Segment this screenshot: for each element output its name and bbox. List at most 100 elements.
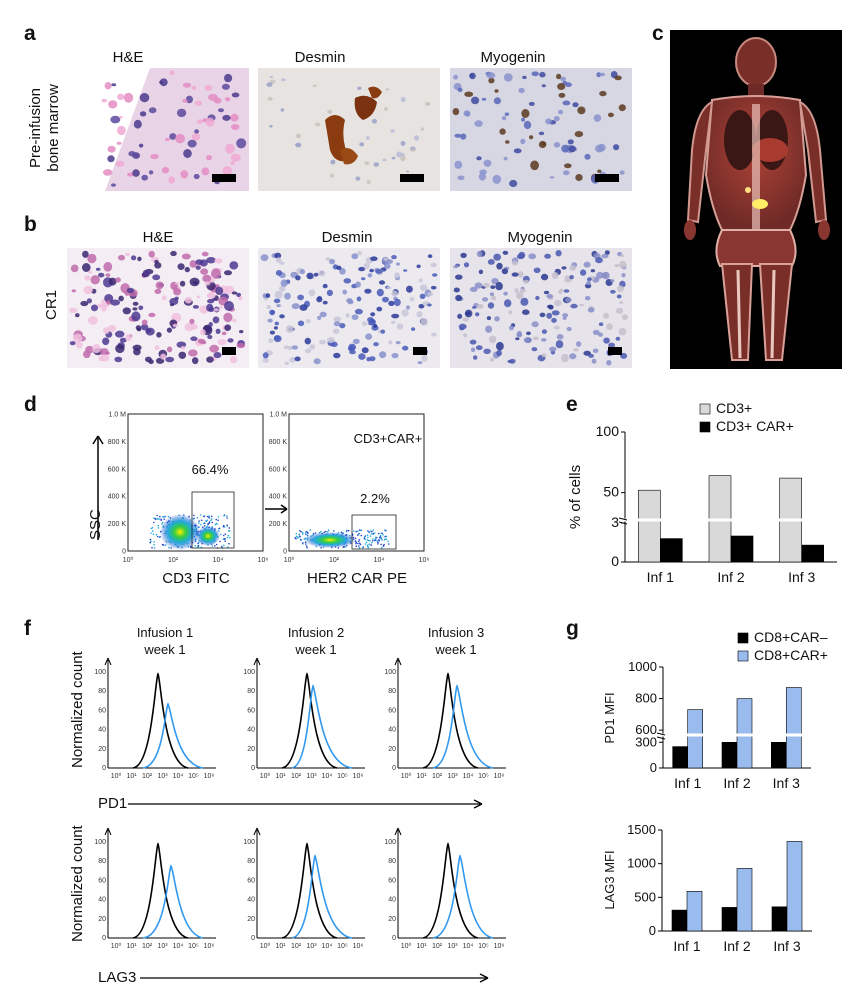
panel-b-title-desmin: Desmin bbox=[322, 229, 373, 246]
histogram-car-neg bbox=[422, 672, 479, 769]
f-xtick: 10⁵ bbox=[337, 943, 348, 950]
f-ytick: 40 bbox=[388, 727, 396, 734]
f-col-title-line1: Infusion 2 bbox=[288, 625, 344, 640]
bar-CD8+CAR+ bbox=[687, 709, 704, 769]
y-tick-label: 100 bbox=[596, 423, 620, 439]
f-xtick: 10⁰ bbox=[111, 772, 122, 780]
f-col-title-line1: Infusion 1 bbox=[137, 625, 193, 640]
panel-label-a: a bbox=[24, 22, 36, 45]
f-xtick: 10¹ bbox=[275, 943, 286, 950]
histogram-car-neg bbox=[132, 842, 189, 939]
f-xtick: 10⁴ bbox=[322, 943, 333, 950]
f-xtick: 10⁴ bbox=[173, 943, 184, 950]
f-xtick: 10³ bbox=[447, 773, 458, 780]
bar-CD8+CAR– bbox=[771, 906, 788, 932]
d-ytick-right: 1.0 M bbox=[269, 412, 287, 419]
d-xtick: 10⁶ bbox=[258, 557, 269, 564]
micrograph-b-myogenin bbox=[450, 248, 632, 368]
bar-CD3+ CAR+ bbox=[730, 535, 754, 563]
x-tick-label: Inf 1 bbox=[673, 938, 700, 954]
f-xtick: 10⁶ bbox=[204, 773, 215, 780]
histogram-car-pos bbox=[142, 864, 204, 939]
panel-f-ylabel-top: Normalized count bbox=[69, 650, 86, 768]
legend-swatch bbox=[699, 421, 711, 433]
y-tick-label: 1000 bbox=[628, 659, 657, 674]
legend-swatch bbox=[699, 403, 711, 415]
f-xtick: 10³ bbox=[157, 943, 168, 950]
f-xtick: 10⁶ bbox=[494, 773, 505, 780]
panel-a-title-myogenin: Myogenin bbox=[480, 49, 545, 66]
f-xtick: 10³ bbox=[306, 943, 317, 950]
f-ytick: 80 bbox=[247, 688, 255, 695]
f-ytick: 60 bbox=[388, 877, 396, 884]
gate-cd3 bbox=[191, 491, 235, 549]
d-ytick-left: 0 bbox=[122, 549, 126, 556]
bar-CD8+CAR– bbox=[671, 909, 688, 932]
bar-CD8+CAR– bbox=[672, 746, 689, 769]
micrograph-a-he bbox=[67, 68, 249, 191]
f-ytick: 40 bbox=[247, 727, 255, 734]
bar-CD8+CAR+ bbox=[736, 698, 753, 769]
d-ytick-right: 600 K bbox=[269, 466, 288, 473]
panel-label-d: d bbox=[24, 393, 37, 416]
x-tick-label: Inf 3 bbox=[788, 569, 815, 585]
f-xtick: 10⁵ bbox=[478, 773, 489, 780]
panel-a-row-label-2: bone marrow bbox=[45, 84, 62, 172]
y-tick-label: 500 bbox=[634, 889, 656, 904]
f-ytick: 60 bbox=[247, 877, 255, 884]
y-tick-label: 0 bbox=[611, 553, 619, 569]
panel-a-title-desmin: Desmin bbox=[295, 49, 346, 66]
panel-a-row-label-1: Pre-infusion bbox=[27, 88, 44, 168]
f-xtick: 10⁶ bbox=[494, 943, 505, 950]
y-tick-label: 300 bbox=[635, 734, 657, 749]
f-xtick: 10⁵ bbox=[188, 943, 199, 950]
f-xtick: 10⁴ bbox=[322, 773, 333, 780]
f-xtick: 10⁰ bbox=[260, 772, 271, 780]
chart-e: 0 3 50 100 Inf 1 Inf 2 Inf 3 % of cells CD3+ CD3+… bbox=[567, 400, 837, 585]
f-xtick: 10⁵ bbox=[337, 773, 348, 780]
d-ytick-left: 1.0 M bbox=[108, 412, 126, 419]
d-ytick-right: 200 K bbox=[269, 521, 288, 528]
bar-CD3+ bbox=[637, 489, 661, 563]
legend-label: CD3+ bbox=[716, 400, 752, 416]
f-ytick: 100 bbox=[243, 669, 255, 676]
y-tick-label: 0 bbox=[649, 923, 656, 938]
d-ytick-left: 600 K bbox=[108, 466, 127, 473]
panel-label-b: b bbox=[24, 213, 37, 236]
x-tick-label: Inf 1 bbox=[674, 775, 701, 791]
f-col-title-line2: week 1 bbox=[294, 642, 336, 657]
x-tick-label: Inf 1 bbox=[647, 569, 674, 585]
micrograph-a-myogenin bbox=[450, 68, 632, 191]
f-col-title-line2: week 1 bbox=[143, 642, 185, 657]
f-xtick: 10³ bbox=[157, 773, 168, 780]
histogram-car-neg bbox=[281, 842, 338, 939]
d-xtick: 10⁰ bbox=[284, 556, 295, 564]
bar-CD8+CAR+ bbox=[736, 868, 753, 932]
f-ytick: 40 bbox=[247, 897, 255, 904]
f-ytick: 20 bbox=[247, 746, 255, 753]
panel-d-right-title: CD3+CAR+ bbox=[354, 431, 423, 446]
f-ytick: 0 bbox=[392, 765, 396, 772]
f-ytick: 0 bbox=[251, 765, 255, 772]
chart-g-lag3: 0 500 1000 1500 Inf 1 Inf 2 Inf 3 LAG3 MFI bbox=[602, 822, 812, 954]
y-tick-label: 3 bbox=[611, 514, 619, 530]
chart-e-ylabel: % of cells bbox=[567, 465, 584, 529]
f-ytick: 20 bbox=[388, 916, 396, 923]
f-xtick: 10⁰ bbox=[401, 772, 412, 780]
f-xtick: 10⁰ bbox=[260, 942, 271, 950]
f-ytick: 100 bbox=[94, 669, 106, 676]
x-tick-label: Inf 2 bbox=[723, 938, 750, 954]
panel-label-g: g bbox=[566, 617, 579, 640]
chart-g-pd1-ylabel: PD1 MFI bbox=[602, 692, 617, 743]
f-ytick: 40 bbox=[98, 897, 106, 904]
d-xtick: 10⁰ bbox=[123, 556, 134, 564]
y-tick-label: 0 bbox=[650, 760, 657, 775]
f-ytick: 100 bbox=[384, 669, 396, 676]
legend-label: CD3+ CAR+ bbox=[716, 418, 794, 434]
f-ytick: 60 bbox=[247, 707, 255, 714]
bar-CD8+CAR+ bbox=[785, 687, 802, 769]
f-ytick: 60 bbox=[98, 877, 106, 884]
f-col-title-line2: week 1 bbox=[434, 642, 476, 657]
